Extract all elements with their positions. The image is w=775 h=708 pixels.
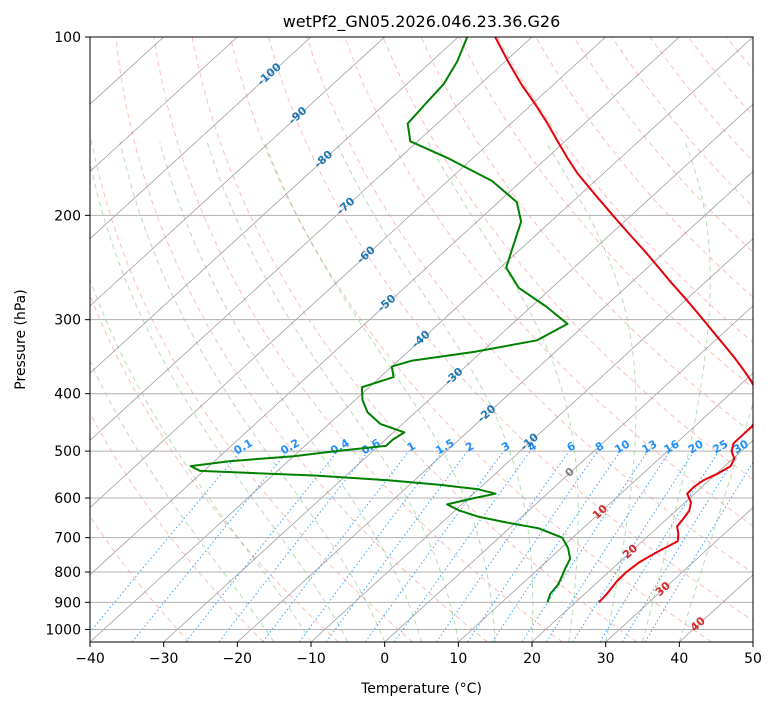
isotherm-line xyxy=(752,641,753,642)
mixing-ratio-line xyxy=(185,450,338,642)
y-tick-label: 200 xyxy=(54,208,81,224)
isotherm-line xyxy=(90,37,459,374)
isotherm-line xyxy=(90,37,753,642)
y-tick-label: 600 xyxy=(54,491,81,507)
y-tick-label: 400 xyxy=(54,387,81,403)
y-tick-label: 800 xyxy=(54,565,81,581)
isotherm-line xyxy=(237,170,753,642)
x-tick-label: −30 xyxy=(149,651,179,667)
x-tick-label: 30 xyxy=(597,651,615,667)
dry-adiabat-line xyxy=(306,37,753,574)
mixing-ratio-line xyxy=(364,450,505,642)
dry-adiabat-line xyxy=(115,37,488,642)
dry-adiabat-line xyxy=(268,37,753,622)
x-tick-label: 40 xyxy=(670,651,688,667)
dry-adiabat-line xyxy=(90,293,339,642)
mixing-ratio-line xyxy=(467,450,599,642)
isotherm-line xyxy=(531,439,753,642)
y-axis-title: Pressure (hPa) xyxy=(13,289,29,389)
x-tick-label: −20 xyxy=(223,651,253,667)
axes: −40 −30 −20 −10 0 10 20 30 40 50 100 200 300 400 500 60… xyxy=(45,30,762,667)
x-tick-label: 0 xyxy=(380,651,389,667)
plot-frame xyxy=(89,36,754,643)
isotherm-line xyxy=(90,37,312,240)
mixing-ratio-line xyxy=(90,450,242,633)
y-tick-label: 300 xyxy=(54,313,81,329)
mixing-ratio-line xyxy=(435,450,570,642)
isotherm-line xyxy=(163,103,753,642)
temperature-profile xyxy=(494,37,753,603)
mixing-ratio-line xyxy=(131,450,288,642)
dewpoint-profile xyxy=(189,37,572,603)
x-tick-label: 20 xyxy=(523,651,541,667)
mixing-ratio-line xyxy=(262,450,410,642)
dry-adiabat-line xyxy=(765,37,775,642)
mixing-ratio-line xyxy=(298,450,444,642)
mixing-ratio-label: 36 xyxy=(752,437,772,456)
dry-adiabat-line xyxy=(496,37,753,344)
isotherm-line xyxy=(458,372,753,642)
x-tick-label: −10 xyxy=(296,651,326,667)
x-tick-label: 50 xyxy=(744,651,762,667)
isotherm-line xyxy=(90,37,238,172)
chart-title: wetPf2_GN05.2026.046.23.36.G26 xyxy=(283,12,561,32)
y-tick-label: 700 xyxy=(54,531,81,547)
y-tick-label: 900 xyxy=(54,595,81,611)
mixing-ratio-line xyxy=(545,450,671,642)
dry-adiabat-line xyxy=(191,37,638,642)
isotherm-line xyxy=(90,37,680,576)
mixing-ratio-line xyxy=(572,450,695,642)
sounding-profiles xyxy=(189,37,753,603)
y-tick-label: 100 xyxy=(54,30,81,46)
x-axis-title: Temperature (°C) xyxy=(360,681,482,697)
pressure-gridlines xyxy=(90,37,753,630)
isotherm-line xyxy=(384,305,753,642)
mixing-ratio-line xyxy=(491,450,621,642)
x-tick-label: 10 xyxy=(449,651,467,667)
dry-adiabat-line xyxy=(153,37,563,642)
dry-adiabat-line xyxy=(229,37,712,642)
mixing-ratio-line xyxy=(621,450,740,642)
isotherm-line xyxy=(310,238,753,642)
isotherm-line xyxy=(90,37,385,307)
isotherm-line xyxy=(90,37,606,509)
y-tick-label: 1000 xyxy=(45,622,81,638)
dry-adiabat-line xyxy=(90,515,190,642)
isotherm-line xyxy=(90,37,533,441)
mixing-ratio-line xyxy=(393,450,531,642)
y-tick-label: 500 xyxy=(54,444,81,460)
x-tick-label: −40 xyxy=(75,651,105,667)
dry-adiabat-line xyxy=(90,412,264,642)
dry-adiabat-line xyxy=(458,37,753,389)
mixing-ratio-line xyxy=(521,450,649,642)
isotherm-line xyxy=(605,507,753,642)
mixing-ratio-line xyxy=(325,450,468,642)
